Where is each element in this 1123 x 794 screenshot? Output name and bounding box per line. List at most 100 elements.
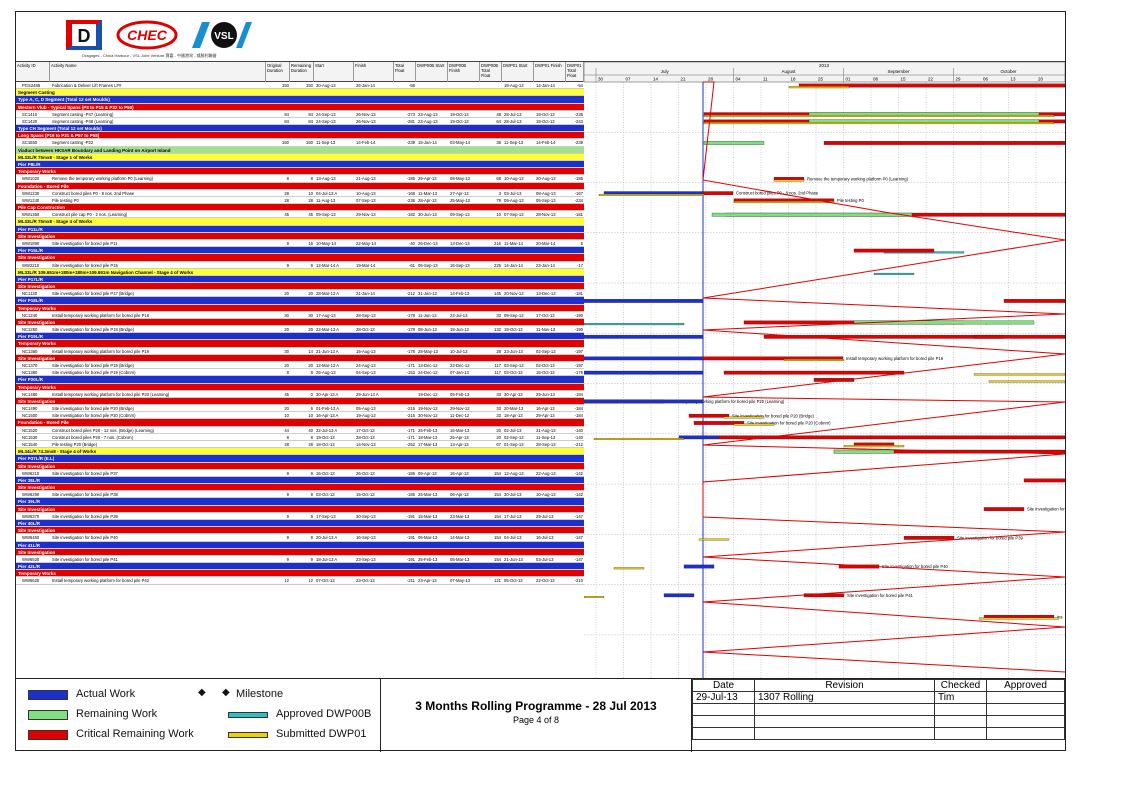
- table-cell: Fabrication & Deliver Lift Frames LF#: [52, 83, 122, 88]
- table-cell: WW6620: [22, 578, 40, 584]
- wbs-band: Pier P15L/R: [16, 247, 584, 255]
- gantt-bar: [584, 334, 704, 339]
- table-cell: 19-Aug-13: [356, 413, 376, 419]
- table-cell: -197: [574, 363, 583, 369]
- table-cell: -191: [406, 513, 415, 519]
- table-cell: 154: [494, 513, 501, 519]
- table-cell: 26-Dec-13: [418, 240, 438, 246]
- table-cell: 09-Sep-13: [504, 312, 524, 318]
- table-row: NC1370 Site investigation for bored pile …: [16, 362, 584, 370]
- table-cell: 11-Mar-14: [504, 240, 524, 246]
- wbs-label: Western Vlub - Typical Spans (P8 to P15 …: [18, 104, 134, 110]
- month-label: August: [781, 69, 796, 74]
- table-cell: 14-Nov-13: [356, 442, 376, 447]
- table-cell: 5: [580, 240, 583, 246]
- wbs-band: Pier P11L/R: [16, 225, 584, 233]
- table-cell: 25-Feb-13: [418, 427, 438, 433]
- table-cell: WW6370: [22, 513, 40, 519]
- wbs-label: Pier P37L/R (E.L): [18, 456, 55, 462]
- table-cell: 13-Aug-13: [316, 176, 336, 182]
- table-cell: NC1360: [22, 348, 38, 354]
- table-cell: WW6530: [22, 556, 40, 562]
- table-cell: 15-Aug-13: [356, 348, 376, 354]
- table-cell: 05-Sep-13: [418, 262, 438, 268]
- table-cell: 84: [284, 118, 289, 124]
- table-cell: 17-Aug-13: [316, 312, 336, 318]
- table-cell: 07-May-13: [450, 578, 471, 584]
- table-cell: 21-Jun-13 A: [316, 348, 339, 354]
- revision-cell: [934, 703, 987, 716]
- table-cell: -140: [574, 434, 583, 440]
- table-cell: 09-Sep-13: [450, 212, 470, 218]
- table-cell: 14: [308, 348, 313, 354]
- table-cell: NC1380: [22, 370, 38, 376]
- table-cell: 9: [310, 535, 313, 541]
- table-cell: 28-Nov-13: [536, 212, 556, 218]
- table-cell: -40: [408, 240, 415, 246]
- table-cell: 30-Sep-13: [356, 513, 376, 519]
- table-cell: 20-Mar-13: [504, 406, 524, 412]
- table-row: WW1240 Pile testing P0 28 28 11-Aug-13 07-Sep…: [16, 197, 584, 205]
- table-cell: 05-Feb-13: [450, 391, 470, 397]
- gantt-bar: [584, 596, 605, 598]
- wbs-label: Temporary Works: [18, 384, 56, 390]
- table-cell: 23-Jul-13: [450, 312, 468, 318]
- table-cell: 13-Dec-13: [450, 240, 470, 246]
- table-cell: Site investigation for bored pile P40: [52, 535, 118, 541]
- table-cell: Site investigation for bored pile P11: [52, 240, 118, 246]
- table-cell: 132: [494, 327, 501, 333]
- gantt-bar: [703, 141, 765, 145]
- table-row: WW6620 Install temporary working platform…: [16, 577, 584, 585]
- gantt-bar: [973, 373, 1065, 376]
- table-cell: 19-Oct-13: [316, 434, 335, 440]
- table-cell: -211: [406, 578, 415, 584]
- table-cell: 28-Oct-13: [356, 434, 375, 440]
- table-cell: Install temporary working platform for b…: [52, 578, 150, 584]
- table-cell: Pile testing P20 (Bridge): [52, 442, 98, 447]
- table-cell: -197: [574, 348, 583, 354]
- gantt-bar: [1023, 478, 1065, 483]
- table-cell: 09-Sep-13: [316, 212, 336, 218]
- week-label: 14: [653, 77, 659, 82]
- table-cell: 14-Feb-13: [450, 291, 470, 297]
- table-cell: Site investigation for bored pile P17 (B…: [52, 291, 134, 297]
- week-label: 22: [928, 77, 934, 82]
- table-row: SC1650 Segment casting -P22 150 150 11-Sep-1…: [16, 139, 584, 147]
- table-cell: 05-Sep-13: [536, 197, 556, 203]
- column-header: DWP01 Total Float: [566, 62, 584, 82]
- table-cell: 16-Sep-13: [356, 535, 376, 541]
- table-cell: Site investigation for bored pile P19 (C…: [52, 370, 136, 376]
- table-cell: Pile testing P0: [52, 197, 79, 203]
- wbs-band: Pier P17L/R: [16, 275, 584, 284]
- table-cell: 23-Jun-13: [504, 348, 523, 354]
- table-cell: Site investigation for bored pile P20 (B…: [52, 406, 134, 412]
- table-cell: 84: [308, 118, 313, 124]
- table-cell: Install temporary working platform for b…: [52, 312, 150, 318]
- table-cell: 13-Apr-13: [450, 442, 469, 447]
- joint-venture-name: Dragages - China Harbour - VSL Joint Ven…: [82, 53, 217, 58]
- table-cell: 05-Oct-13: [504, 578, 523, 584]
- table-cell: 11-Jun-13: [418, 312, 437, 318]
- week-label: 13: [1011, 77, 1017, 82]
- table-cell: 28: [496, 348, 501, 354]
- revision-cell: [754, 703, 935, 716]
- table-cell: -181: [574, 291, 583, 297]
- gantt-bar: [702, 356, 844, 361]
- table-cell: 13-Dec-12: [418, 363, 438, 369]
- table-cell: 03-Oct-13: [504, 370, 523, 376]
- gantt-bar: [711, 212, 913, 217]
- table-cell: -185: [574, 176, 583, 182]
- table-cell: 10-Aug-13: [356, 190, 376, 196]
- page-number: Page 4 of 8: [512, 715, 560, 725]
- table-cell: WW6290: [22, 492, 40, 498]
- table-row: WW1350 Construct pile cap P0 - 2 nos. (Le…: [16, 211, 584, 219]
- wbs-band: Foundation - Bored Pile: [16, 182, 584, 190]
- table-cell: 9: [310, 470, 313, 476]
- table-cell: 01-Feb-13 A: [316, 406, 340, 412]
- table-cell: 10: [496, 212, 501, 218]
- table-cell: -212: [574, 442, 583, 447]
- gantt-bar: [693, 421, 745, 425]
- table-row: NC1360 Install temporary working platform…: [16, 348, 584, 355]
- table-cell: 20: [308, 291, 313, 297]
- wbs-band: Type CH Segment (Total 12 set Moulds): [16, 125, 584, 133]
